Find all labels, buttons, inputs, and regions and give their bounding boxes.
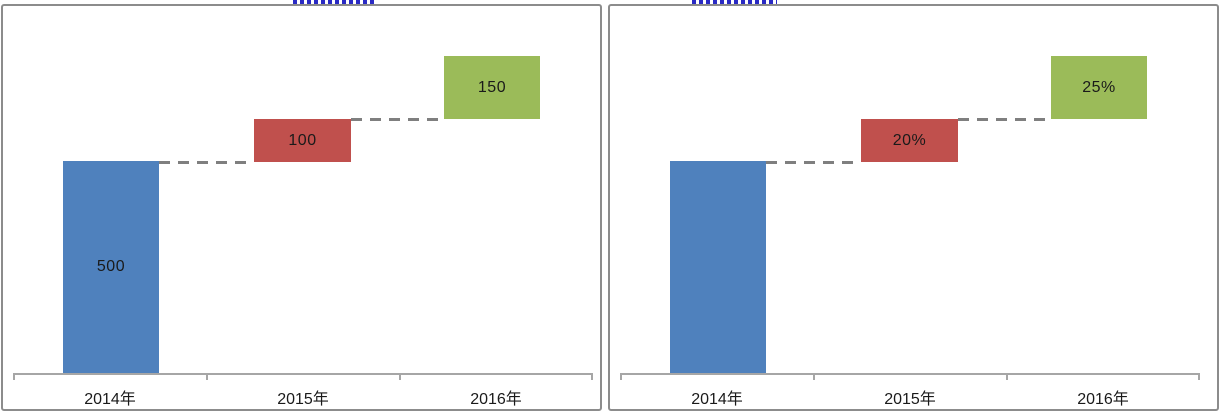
bar-label-500: 500 [96, 258, 126, 275]
bar-2015-increase[interactable]: 100 [254, 119, 351, 162]
chart-panel-percent-growth: 20% 25% 2014年 2015年 2016年 [608, 4, 1219, 411]
x-axis-tick [399, 375, 401, 380]
bar-label-100: 100 [288, 131, 317, 149]
clipped-title-underline-left[interactable] [293, 0, 376, 4]
x-axis-tick [813, 375, 815, 380]
bar-2016-increase[interactable]: 150 [444, 56, 540, 119]
bar-2014-base[interactable] [670, 161, 766, 373]
x-axis-label-2015: 2015年 [884, 391, 936, 408]
x-axis-tick [13, 375, 15, 380]
connector-line-2015-2016 [351, 118, 444, 121]
chart-panel-absolute-values: 500 100 150 2014年 2015年 2016年 [1, 4, 602, 411]
x-axis-line [620, 373, 1200, 375]
connector-line-2015-2016 [958, 118, 1051, 121]
bar-label-150: 150 [477, 78, 507, 96]
bar-2016-increase[interactable]: 25% [1051, 56, 1147, 119]
x-axis-tick [591, 375, 593, 380]
x-axis-tick [1198, 375, 1200, 380]
x-axis-tick [206, 375, 208, 380]
bar-2015-increase[interactable]: 20% [861, 119, 958, 162]
bar-label-20pct: 20% [892, 131, 927, 149]
clipped-title-underline-right[interactable] [692, 0, 777, 4]
connector-line-2014-2015 [159, 161, 254, 164]
x-axis-tick [620, 375, 622, 380]
connector-line-2014-2015 [766, 161, 861, 164]
x-axis-label-2016: 2016年 [1077, 391, 1129, 408]
bar-2014-base[interactable]: 500 [63, 161, 159, 373]
x-axis-label-2014: 2014年 [691, 391, 743, 408]
plot-area-left: 500 100 150 2014年 2015年 2016年 [3, 6, 600, 409]
bar-label-25pct: 25% [1082, 78, 1116, 96]
x-axis-line [13, 373, 593, 375]
x-axis-label-2014: 2014年 [84, 391, 136, 408]
x-axis-label-2015: 2015年 [277, 391, 329, 408]
x-axis-label-2016: 2016年 [470, 391, 522, 408]
x-axis-tick [1006, 375, 1008, 380]
plot-area-right: 20% 25% 2014年 2015年 2016年 [610, 6, 1217, 409]
